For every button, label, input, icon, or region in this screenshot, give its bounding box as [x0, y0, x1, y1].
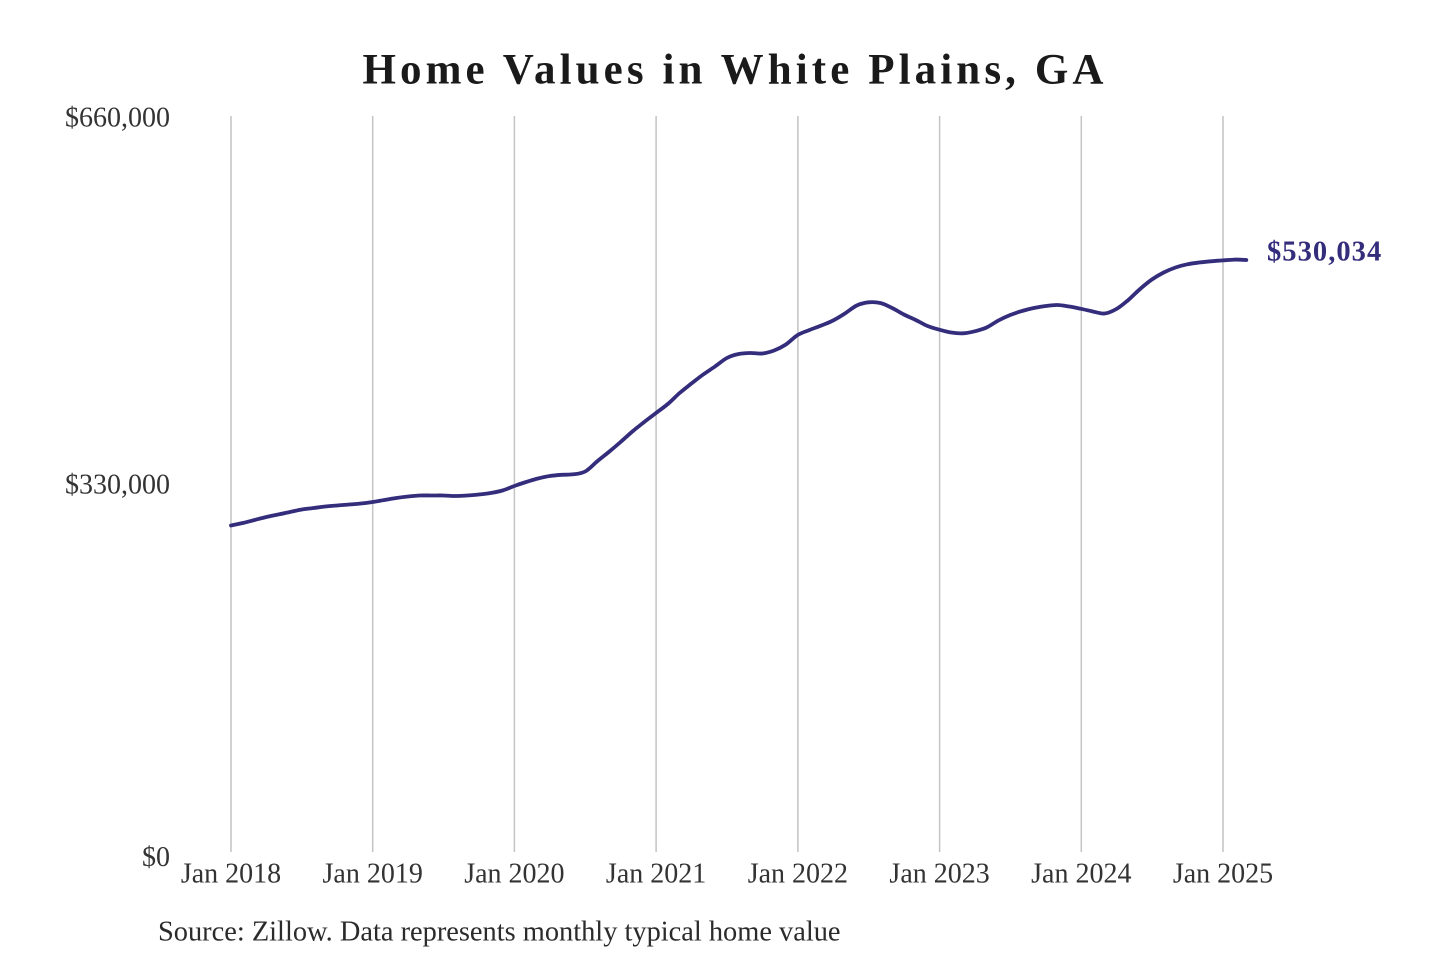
svg-text:Jan 2019: Jan 2019 [323, 859, 423, 890]
svg-text:Home Values in White Plains, G: Home Values in White Plains, GA [362, 47, 1107, 94]
svg-text:$660,000: $660,000 [65, 102, 170, 133]
svg-text:Jan 2018: Jan 2018 [181, 859, 281, 890]
svg-text:Jan 2021: Jan 2021 [606, 859, 706, 890]
svg-text:Jan 2024: Jan 2024 [1031, 859, 1131, 890]
svg-text:Jan 2025: Jan 2025 [1173, 859, 1273, 890]
svg-text:Source: Zillow. Data represent: Source: Zillow. Data represents monthly … [158, 917, 841, 948]
svg-text:Jan 2022: Jan 2022 [748, 859, 848, 890]
svg-text:Jan 2023: Jan 2023 [889, 859, 989, 890]
svg-text:$330,000: $330,000 [65, 469, 170, 500]
svg-text:Jan 2020: Jan 2020 [464, 859, 564, 890]
svg-text:$530,034: $530,034 [1267, 236, 1382, 267]
svg-text:$0: $0 [142, 842, 170, 873]
